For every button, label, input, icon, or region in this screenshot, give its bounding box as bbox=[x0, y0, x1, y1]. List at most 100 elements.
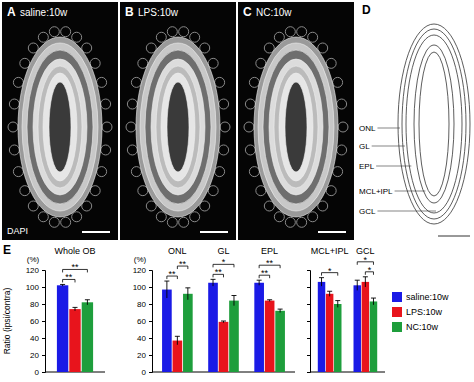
error-cap bbox=[355, 280, 360, 281]
figure: Asaline:10wDAPIBLPS:10wCNC:10wDONLGLEPLM… bbox=[0, 0, 474, 382]
image-texture bbox=[97, 77, 107, 87]
tick-mark bbox=[307, 372, 310, 373]
tick-mark bbox=[307, 287, 310, 288]
legend-swatch bbox=[392, 322, 402, 332]
legend-swatch bbox=[392, 307, 402, 317]
error-bar bbox=[280, 309, 281, 312]
image-texture bbox=[140, 43, 216, 211]
image-texture bbox=[49, 82, 71, 172]
tick-mark bbox=[149, 304, 152, 305]
tick-mark bbox=[307, 304, 310, 305]
image-texture bbox=[245, 145, 255, 155]
image-texture bbox=[220, 122, 230, 132]
panel-letter: A bbox=[7, 5, 16, 19]
y-axis: 020406080100120 bbox=[26, 266, 46, 377]
error-cap bbox=[185, 287, 190, 288]
image-texture bbox=[49, 27, 59, 37]
legend-label: LPS:10w bbox=[406, 307, 443, 317]
error-bar bbox=[187, 288, 188, 300]
image-texture bbox=[274, 32, 284, 42]
tick-label: 20 bbox=[137, 351, 146, 360]
image-texture bbox=[20, 58, 30, 68]
tick-mark bbox=[149, 321, 152, 322]
image-texture bbox=[8, 122, 18, 132]
error-bar bbox=[357, 280, 358, 290]
axis-unit: (%) bbox=[134, 255, 147, 264]
image-texture bbox=[333, 77, 343, 87]
error-cap bbox=[319, 277, 324, 278]
tick-label: 100 bbox=[26, 283, 40, 292]
leader-line bbox=[376, 166, 411, 167]
image-texture bbox=[127, 99, 137, 109]
tick bbox=[307, 270, 310, 271]
axis-title: Ratio (ipsi/contra) bbox=[2, 288, 12, 355]
stain-label: DAPI bbox=[7, 226, 28, 236]
layer-outline bbox=[406, 35, 462, 213]
image-texture bbox=[338, 122, 348, 132]
image-texture bbox=[126, 122, 136, 132]
error-cap bbox=[335, 300, 340, 301]
image-background bbox=[2, 2, 118, 240]
layer-outline bbox=[414, 45, 454, 203]
error-cap bbox=[327, 291, 332, 292]
category-label: Whole OB bbox=[54, 246, 95, 256]
tick-label: 20 bbox=[30, 351, 39, 360]
image-texture bbox=[249, 167, 259, 177]
image-panel: BLPS:10w bbox=[120, 2, 236, 240]
chart: 020406080100120Ratio (ipsi/contra)(%)Who… bbox=[2, 246, 105, 377]
tick-mark bbox=[307, 270, 310, 271]
image-texture bbox=[151, 59, 205, 195]
scale-bar bbox=[318, 231, 346, 233]
image-texture bbox=[101, 99, 111, 109]
image-texture bbox=[337, 99, 347, 109]
leader-line bbox=[377, 128, 400, 129]
image-texture bbox=[285, 27, 295, 37]
bar bbox=[362, 282, 369, 372]
bar bbox=[354, 285, 361, 372]
tick bbox=[307, 372, 310, 373]
error-bar bbox=[259, 280, 260, 285]
image-texture bbox=[18, 37, 102, 217]
tick-mark bbox=[42, 355, 45, 356]
error-cap bbox=[257, 280, 262, 281]
image-texture bbox=[179, 27, 189, 37]
tick-mark bbox=[42, 372, 45, 373]
error-cap bbox=[175, 336, 180, 337]
image-texture bbox=[102, 122, 112, 132]
image-texture bbox=[97, 167, 107, 177]
significance-label: * bbox=[222, 257, 226, 267]
tick-mark bbox=[149, 287, 152, 288]
image-texture bbox=[208, 186, 218, 196]
bar bbox=[162, 290, 172, 372]
image-texture bbox=[90, 58, 100, 68]
diagram: DONLGLEPLMCL+IPLGCL bbox=[359, 3, 470, 236]
image-texture bbox=[219, 99, 229, 109]
image-texture bbox=[38, 212, 48, 222]
tick-label: 0 bbox=[142, 368, 147, 377]
image-texture bbox=[33, 59, 87, 195]
image-texture bbox=[101, 145, 111, 155]
tick-mark bbox=[307, 355, 310, 356]
image-texture bbox=[256, 186, 266, 196]
significance-label: * bbox=[328, 266, 332, 276]
scale-bar bbox=[82, 231, 110, 233]
image-texture bbox=[244, 122, 254, 132]
category-label: MCL+IPL bbox=[311, 246, 349, 256]
tick: 120 bbox=[26, 266, 45, 275]
significance-label: ** bbox=[65, 272, 73, 282]
layer-label: EPL bbox=[359, 162, 375, 171]
image-texture bbox=[22, 43, 98, 211]
image-texture bbox=[20, 186, 30, 196]
bar bbox=[219, 322, 229, 372]
bar bbox=[229, 301, 239, 372]
error-bar bbox=[337, 301, 338, 308]
leader-line bbox=[395, 191, 426, 192]
layer-outline bbox=[419, 52, 449, 196]
bar bbox=[173, 341, 183, 372]
image-texture bbox=[285, 217, 295, 227]
tick: 60 bbox=[137, 317, 152, 326]
image-panel: CNC:10w bbox=[238, 2, 354, 240]
image-texture bbox=[13, 167, 23, 177]
image-texture bbox=[179, 217, 189, 227]
tick: 20 bbox=[30, 351, 45, 360]
